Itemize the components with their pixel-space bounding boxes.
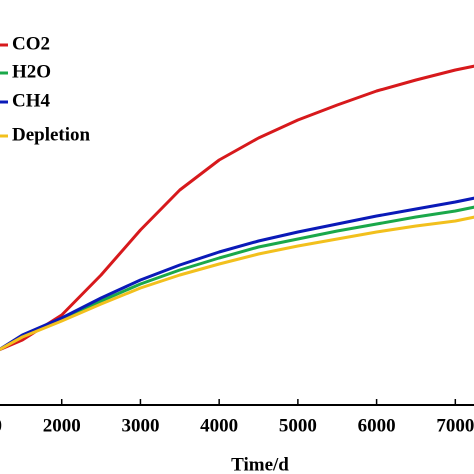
x-tick-label: 7000 [436, 415, 474, 436]
x-tick-label: 2000 [43, 415, 81, 436]
legend-label: H2O [12, 61, 51, 82]
x-axis-label: Time/d [231, 454, 289, 474]
x-tick-label: 5000 [279, 415, 317, 436]
series-line [0, 64, 474, 352]
x-tick-label: 6000 [358, 415, 396, 436]
legend-label: Depletion [12, 124, 91, 145]
series-line [0, 215, 474, 352]
legend-label: CH4 [12, 90, 51, 111]
x-tick-label: 4000 [200, 415, 238, 436]
x-tick-label: 3000 [121, 415, 159, 436]
x-tick-label: 1000 [0, 415, 2, 436]
legend-label: CO2 [12, 33, 50, 54]
series-line [0, 196, 474, 351]
